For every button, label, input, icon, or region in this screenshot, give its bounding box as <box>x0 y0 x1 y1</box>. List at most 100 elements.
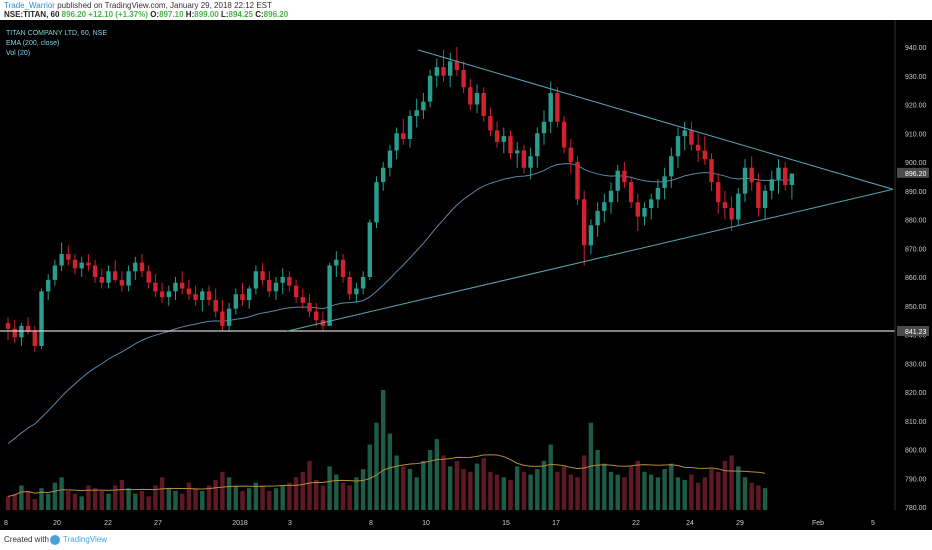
candle <box>595 202 600 237</box>
candle-body <box>99 277 104 283</box>
candle <box>448 52 453 88</box>
time-tick-label: Feb <box>812 520 824 527</box>
volume-bar <box>200 490 205 510</box>
candle <box>180 271 185 295</box>
lower-trendline[interactable] <box>284 188 894 333</box>
volume-bar <box>742 477 748 510</box>
candle-body <box>689 130 694 145</box>
candle-body <box>12 328 17 338</box>
time-tick-label: 8 <box>369 520 373 527</box>
tradingview-brand-link[interactable]: TradingView <box>63 535 108 544</box>
volume-bar <box>213 480 218 510</box>
candle <box>314 302 319 326</box>
volume-bar <box>575 477 580 510</box>
volume-bar <box>427 450 433 510</box>
candle <box>173 277 178 300</box>
volume-bar <box>595 450 600 510</box>
volume-bar <box>180 493 185 510</box>
candle <box>736 187 741 226</box>
candle-body <box>635 202 640 217</box>
candle-body <box>407 116 413 139</box>
candle <box>106 265 111 289</box>
time-tick-label: 10 <box>422 520 430 527</box>
volume-bar <box>441 455 446 510</box>
candle <box>541 110 547 145</box>
candle <box>689 121 694 151</box>
candle-body <box>240 294 245 300</box>
candle-body <box>32 331 37 346</box>
symbol-label: NSE:TITAN, 60 <box>4 10 60 19</box>
candle-body <box>387 150 393 168</box>
close-value: 896.20 <box>263 10 289 19</box>
candle-body <box>113 271 118 280</box>
candle <box>360 271 366 295</box>
candle <box>119 271 125 292</box>
volume-bar <box>39 488 44 510</box>
volume-bar <box>79 496 84 510</box>
candle <box>488 107 493 137</box>
candle-body <box>66 254 71 260</box>
candle <box>166 285 171 306</box>
tradingview-logo-icon[interactable] <box>50 535 60 545</box>
volume-bar <box>695 482 701 510</box>
price-tick-label: 820.00 <box>905 390 927 397</box>
candle <box>414 98 419 128</box>
candle <box>206 285 212 306</box>
price-tick-label: 880.00 <box>905 218 927 225</box>
candle <box>92 259 98 283</box>
legend-volume[interactable]: Vol (20) <box>6 50 31 57</box>
candle <box>441 49 446 82</box>
volume-bar <box>159 477 165 510</box>
volume-bar <box>300 471 305 510</box>
candle-body <box>146 271 151 283</box>
volume-bar <box>25 490 31 510</box>
author-link[interactable]: Trade_Warrior <box>4 1 55 10</box>
time-tick-label: 22 <box>104 520 112 527</box>
price-tick-label: 870.00 <box>905 246 927 253</box>
candle <box>783 162 788 191</box>
volume-bar <box>193 488 198 510</box>
chart-area[interactable]: 940.00 930.00 920.00 910.00 900.00 890.00 880.… <box>0 20 932 530</box>
volume-bar <box>608 471 614 510</box>
price-tick-label: 810.00 <box>905 419 927 426</box>
candle <box>79 256 84 277</box>
legend-ema[interactable]: EMA (200, close) <box>6 40 60 47</box>
candle-body <box>59 254 64 266</box>
candle <box>769 170 774 200</box>
time-tick-label: 20 <box>53 520 61 527</box>
time-axis[interactable]: 8 20 22 27 2018 3 8 10 15 17 22 24 29 Feb 5 <box>4 520 875 527</box>
time-tick-label: 22 <box>632 520 640 527</box>
candle <box>334 251 339 277</box>
candle <box>468 78 473 111</box>
price-axis[interactable]: 940.00 930.00 920.00 910.00 900.00 890.00 880.… <box>905 45 927 512</box>
indicator-legend[interactable]: TITAN COMPANY LTD, 60, NSE EMA (200, clo… <box>6 29 107 59</box>
candle-body <box>561 121 567 148</box>
price-tick-label: 840.00 <box>905 333 927 340</box>
candle-body <box>568 147 573 162</box>
volume-bar <box>548 444 553 510</box>
candle-body <box>488 116 493 131</box>
volume-bar <box>649 474 654 510</box>
volume-bar <box>233 485 238 510</box>
support-price-label: 841.23 <box>905 329 927 336</box>
candle-body <box>414 110 419 116</box>
volume-bar <box>381 390 386 510</box>
candle-body <box>515 150 520 154</box>
candle-body <box>133 262 138 272</box>
volume-bar <box>722 460 728 510</box>
created-with-text: Created with <box>4 535 49 544</box>
current-price-label: 896.20 <box>905 171 927 178</box>
price-tick-label: 940.00 <box>905 45 927 52</box>
candle <box>642 202 647 226</box>
candle <box>260 262 265 286</box>
candle <box>655 179 661 208</box>
candle <box>381 162 386 191</box>
chart-canvas[interactable]: 940.00 930.00 920.00 910.00 900.00 890.00 880.… <box>0 20 932 530</box>
candle-body <box>173 282 178 292</box>
candle-body <box>381 167 386 183</box>
volume-bar <box>354 477 359 510</box>
upper-trendline[interactable] <box>417 49 894 190</box>
candle-body <box>79 262 84 269</box>
volume-bar <box>421 460 426 510</box>
legend-title[interactable]: TITAN COMPANY LTD, 60, NSE <box>6 30 108 37</box>
